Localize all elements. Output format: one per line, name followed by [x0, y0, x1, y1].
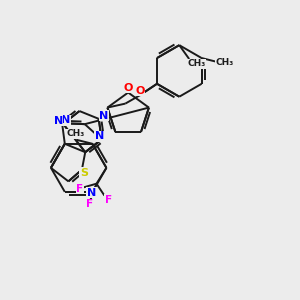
Text: CH₃: CH₃ — [187, 59, 205, 68]
Text: N: N — [53, 116, 63, 126]
Text: F: F — [105, 194, 112, 205]
Text: O: O — [124, 82, 133, 93]
Text: CH₃: CH₃ — [67, 129, 85, 138]
Text: S: S — [80, 168, 88, 178]
Text: N: N — [61, 115, 71, 125]
Text: N: N — [99, 111, 108, 121]
Text: N: N — [95, 131, 104, 141]
Text: N: N — [87, 188, 96, 198]
Text: F: F — [86, 200, 93, 209]
Text: CH₃: CH₃ — [215, 58, 233, 67]
Text: F: F — [76, 184, 83, 194]
Text: O: O — [136, 86, 145, 96]
